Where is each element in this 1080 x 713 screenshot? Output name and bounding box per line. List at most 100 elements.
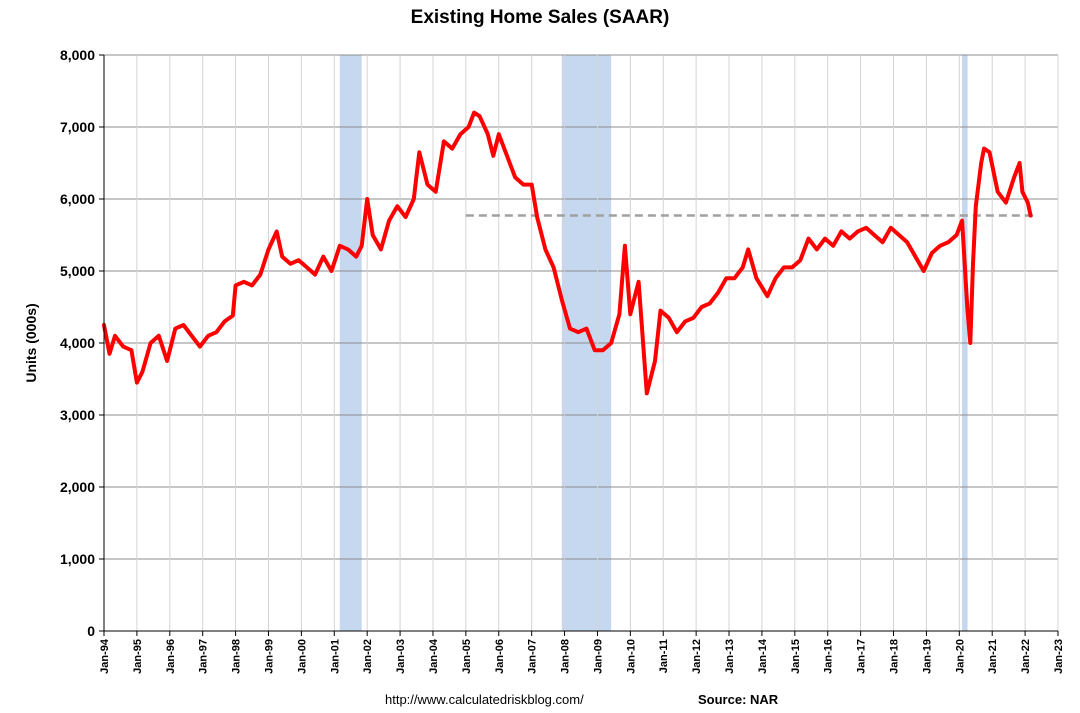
- data-point: [624, 245, 626, 247]
- data-point: [972, 263, 974, 265]
- data-point: [289, 263, 292, 265]
- data-point: [1021, 191, 1024, 193]
- data-point: [667, 317, 670, 319]
- y-tick-label: 5,000: [60, 263, 95, 279]
- data-point: [404, 216, 407, 218]
- x-tick-label: Jan-03: [395, 639, 407, 674]
- data-point: [815, 248, 818, 251]
- data-point: [988, 151, 991, 153]
- data-point: [848, 237, 851, 240]
- data-point: [1027, 201, 1029, 204]
- x-tick-label: Jan-95: [132, 639, 144, 674]
- data-point: [783, 266, 785, 269]
- data-point: [824, 237, 826, 240]
- y-tick-label: 0: [87, 623, 95, 639]
- data-point: [955, 234, 958, 236]
- data-point: [569, 327, 571, 330]
- data-point: [478, 115, 481, 117]
- data-point: [297, 259, 300, 262]
- data-point: [314, 273, 316, 276]
- data-point: [267, 248, 270, 251]
- data-point: [530, 183, 533, 186]
- data-point: [676, 331, 678, 334]
- data-point: [338, 245, 341, 247]
- data-point: [1018, 162, 1021, 164]
- data-point: [684, 320, 686, 323]
- axes: [99, 54, 1059, 636]
- data-point: [506, 155, 508, 157]
- data-point: [983, 147, 985, 150]
- data-point: [522, 183, 525, 186]
- data-point: [577, 331, 580, 334]
- data-point: [709, 302, 711, 305]
- data-point: [906, 241, 909, 243]
- series-path: [102, 110, 1033, 396]
- x-tick-label: Jan-18: [889, 639, 901, 674]
- x-tick-label: Jan-22: [1020, 639, 1032, 674]
- data-point: [889, 227, 892, 229]
- y-tick-label: 6,000: [60, 191, 95, 207]
- data-point: [275, 230, 278, 233]
- data-point: [418, 151, 421, 153]
- data-point: [536, 216, 538, 218]
- x-tick-label: Jan-20: [954, 639, 966, 674]
- data-point: [396, 205, 399, 207]
- data-point: [629, 313, 632, 316]
- x-tick-label: Jan-98: [231, 639, 243, 674]
- data-point: [966, 309, 969, 312]
- data-point: [980, 162, 983, 164]
- x-tick-label: Jan-13: [724, 639, 736, 674]
- data-point: [947, 241, 950, 243]
- data-point: [174, 327, 177, 330]
- data-point: [807, 237, 810, 240]
- data-point: [898, 234, 900, 236]
- data-point: [799, 259, 802, 262]
- data-point: [459, 133, 462, 135]
- data-point: [1013, 176, 1015, 179]
- data-point: [330, 270, 333, 272]
- x-tick-label: Jan-01: [329, 639, 341, 674]
- data-point: [881, 241, 884, 243]
- data-point: [467, 126, 470, 128]
- data-point: [659, 309, 662, 312]
- data-point: [618, 313, 621, 316]
- data-point: [1029, 214, 1032, 217]
- data-point: [486, 133, 489, 135]
- data-point: [371, 234, 374, 236]
- data-point: [552, 266, 555, 269]
- data-point: [774, 277, 777, 280]
- data-point: [322, 255, 325, 258]
- data-point: [1005, 201, 1007, 204]
- data-point: [840, 230, 843, 233]
- data-point: [544, 248, 547, 251]
- data-point: [931, 252, 933, 254]
- data-point: [922, 270, 925, 272]
- data-point: [755, 277, 758, 280]
- x-tick-label: Jan-04: [428, 638, 440, 674]
- x-tick-label: Jan-94: [99, 638, 111, 674]
- data-point: [692, 317, 695, 319]
- data-point: [259, 273, 262, 276]
- data-point: [451, 147, 453, 150]
- data-point: [865, 227, 867, 229]
- data-point: [380, 248, 382, 251]
- data-point: [473, 111, 475, 114]
- data-point: [832, 245, 835, 247]
- x-tick-label: Jan-96: [165, 639, 177, 674]
- data-point: [190, 335, 193, 337]
- y-axis-label: Units (000s): [23, 303, 39, 382]
- y-tick-label: 1,000: [60, 551, 95, 567]
- data-point: [108, 353, 111, 355]
- data-point: [733, 277, 736, 280]
- data-point: [974, 205, 977, 207]
- y-tick-label: 2,000: [60, 479, 95, 495]
- data-point: [360, 245, 363, 247]
- source-label: Source: NAR: [698, 692, 779, 707]
- x-tick-label: Jan-05: [461, 639, 473, 674]
- x-tick-label: Jan-06: [494, 639, 506, 674]
- data-point: [223, 320, 226, 323]
- data-point: [645, 392, 648, 395]
- x-tick-label: Jan-10: [625, 639, 637, 674]
- data-point: [355, 255, 358, 258]
